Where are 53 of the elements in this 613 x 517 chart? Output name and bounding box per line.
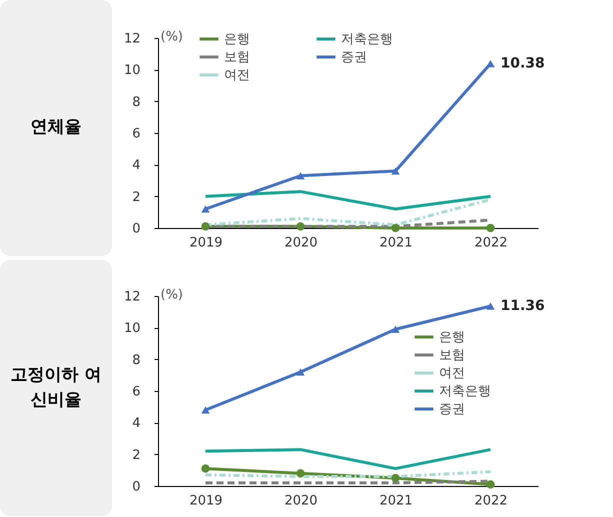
x-tick-label: 2019: [189, 494, 223, 508]
point: [391, 224, 400, 232]
y-axis-title: (%): [160, 288, 183, 302]
legend-label: 여전: [439, 366, 465, 381]
legend-label: 저축은행: [341, 32, 393, 47]
point: [391, 474, 400, 482]
y-tick-label: 0: [132, 222, 140, 236]
point: [391, 167, 400, 175]
point: [391, 326, 400, 333]
x-tick-label: 2022: [474, 236, 508, 250]
text: 고정이하 여신비율: [0, 260, 112, 516]
x-tick-label: 2022: [474, 494, 508, 508]
x-tick-label: 2019: [189, 236, 223, 250]
data-label: 10.38: [500, 56, 545, 72]
point: [201, 406, 210, 414]
point: [486, 480, 495, 489]
legend-label: 은행: [439, 330, 465, 345]
point: [296, 172, 305, 180]
legend-label: 보험: [224, 50, 250, 65]
point: [486, 224, 495, 232]
legend-label: 증권: [439, 402, 465, 417]
y-tick-label: 8: [132, 94, 140, 110]
y-tick-label: 2: [132, 448, 140, 463]
x-tick-label: 2020: [284, 494, 318, 508]
point: [201, 464, 210, 473]
y-tick-label: 4: [132, 158, 140, 174]
x-tick-label: 2020: [284, 236, 318, 250]
y-tick-label: 0: [132, 480, 140, 494]
legend-label: 은행: [224, 32, 250, 47]
y-tick-label: 4: [132, 416, 140, 432]
y-tick-label: 8: [132, 352, 140, 368]
x-tick-label: 2021: [379, 494, 413, 508]
y-tick-label: 6: [132, 384, 140, 400]
point: [486, 302, 495, 310]
y-tick-label: 6: [132, 126, 140, 142]
y-tick-label: 12: [124, 290, 140, 304]
y-axis-title: (%): [160, 30, 183, 44]
y-tick-label: 10: [124, 63, 140, 78]
legend-label: 저축은행: [439, 384, 491, 399]
y-tick-label: 12: [124, 32, 140, 46]
point: [201, 222, 210, 231]
x-tick-label: 2021: [379, 236, 413, 250]
point: [296, 368, 305, 376]
legend-label: 보험: [439, 348, 465, 363]
point: [296, 469, 305, 478]
legend-label: 증권: [341, 50, 367, 65]
y-tick-label: 10: [124, 321, 140, 336]
text: 연체율: [0, 0, 112, 256]
data-label: 11.36: [500, 298, 545, 314]
legend-label: 여전: [224, 68, 250, 83]
point: [201, 205, 210, 213]
point: [296, 222, 305, 231]
y-tick-label: 2: [132, 190, 140, 205]
